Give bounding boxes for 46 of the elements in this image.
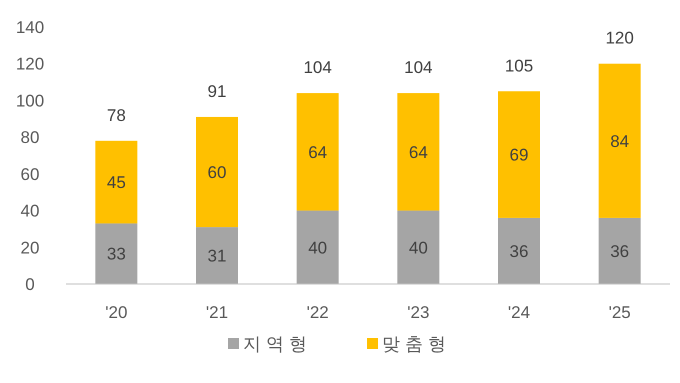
data-label: 36 <box>610 242 630 261</box>
bar <box>498 91 540 218</box>
y-tick-label: 140 <box>16 18 44 37</box>
bar <box>296 93 339 211</box>
data-label: 69 <box>510 146 528 165</box>
bar <box>196 227 238 284</box>
y-tick-label: 80 <box>20 128 40 148</box>
total-label: 104 <box>303 58 332 78</box>
x-tick-label: '25 <box>608 303 631 322</box>
legend-label: 지 역 형 <box>243 334 308 354</box>
total-label: 104 <box>404 58 433 78</box>
y-tick-label: 20 <box>20 238 40 258</box>
data-label: 33 <box>106 244 126 264</box>
total-label: 120 <box>605 28 634 48</box>
y-tick-label: 0 <box>25 275 35 294</box>
bar <box>397 210 440 284</box>
bar <box>95 140 138 224</box>
x-tick-label: '23 <box>407 303 430 322</box>
legend-label: 맞 춤 형 <box>382 334 446 354</box>
data-label: 60 <box>208 163 226 182</box>
x-tick-label: '20 <box>105 303 128 322</box>
bar <box>598 218 641 284</box>
data-label: 45 <box>106 173 126 192</box>
bar <box>397 93 440 211</box>
data-label: 40 <box>408 238 428 258</box>
data-label: 84 <box>610 132 630 151</box>
data-label: 36 <box>510 242 528 261</box>
x-tick-label: '22 <box>306 303 329 322</box>
data-label: 31 <box>208 246 226 266</box>
bar <box>598 64 641 218</box>
bar <box>196 116 238 228</box>
total-label: 78 <box>106 106 126 125</box>
total-label: 105 <box>504 56 534 76</box>
bar <box>95 223 138 284</box>
y-tick-label: 120 <box>16 54 44 74</box>
total-label: 91 <box>208 82 226 101</box>
bar <box>296 210 339 284</box>
bar <box>498 218 540 284</box>
data-label: 64 <box>408 142 428 162</box>
y-tick-label: 100 <box>16 91 44 110</box>
x-tick-label: '21 <box>206 303 228 322</box>
y-tick-label: 60 <box>20 164 40 184</box>
y-tick-label: 40 <box>20 202 40 221</box>
data-label: 40 <box>308 238 328 258</box>
data-label: 64 <box>308 142 328 162</box>
x-tick-label: '24 <box>508 303 530 322</box>
